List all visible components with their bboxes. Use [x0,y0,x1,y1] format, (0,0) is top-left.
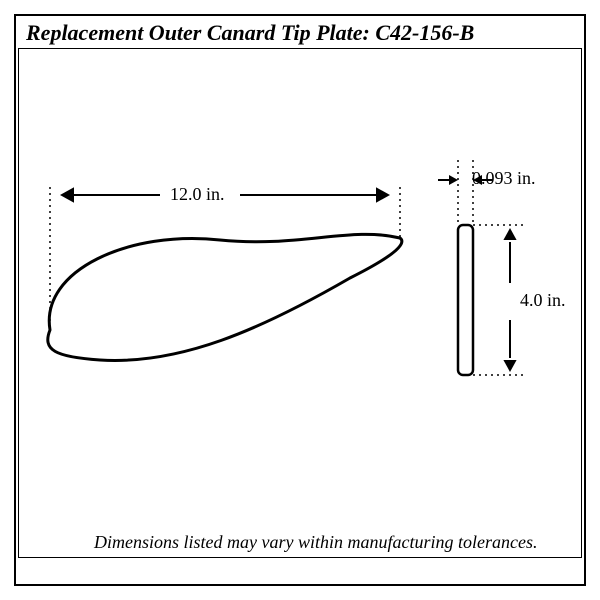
technical-drawing [0,0,600,600]
